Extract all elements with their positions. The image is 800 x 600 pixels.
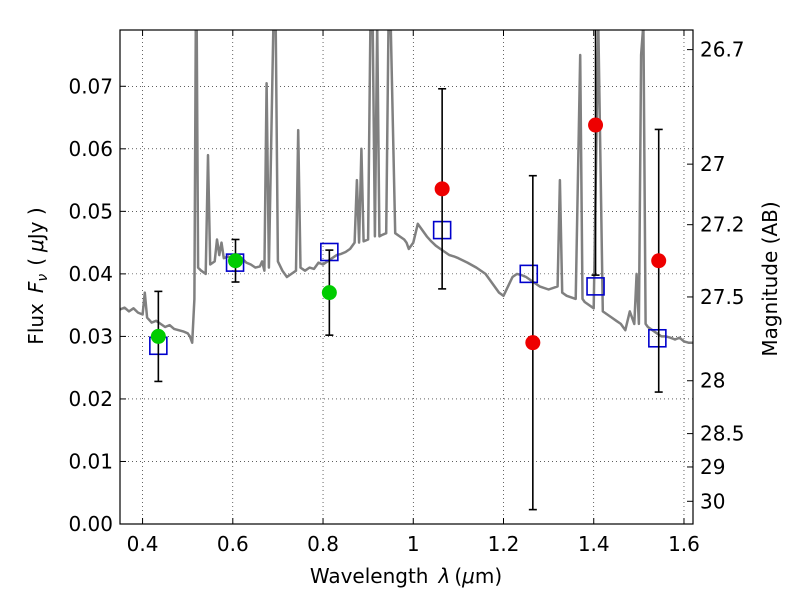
magnitude-tick-label: 27 (700, 152, 725, 176)
red-circle-marker (525, 335, 541, 351)
green-circle-marker (228, 253, 244, 269)
y-tick-label: 0.01 (68, 449, 113, 473)
model-square-series (149, 220, 667, 356)
magnitude-tick-label: 27.2 (700, 213, 745, 237)
x-tick-label: 1.6 (668, 532, 700, 556)
magnitude-axis-label: Magnitude (AB) (758, 201, 782, 356)
green-photometry-series (150, 238, 337, 383)
y-tick-label: 0.04 (68, 262, 113, 286)
red-circle-marker (434, 181, 450, 197)
x-tick-label: 1 (407, 532, 420, 556)
green-circle-marker (321, 285, 337, 301)
x-tick-label: 0.8 (307, 532, 339, 556)
y-axis-label: FluxFν(μJy ) (24, 207, 51, 344)
magnitude-axis-ticks: 26.7 27 27.2 27.5 28 28.5 29 30 (687, 38, 745, 513)
square-marker (519, 264, 539, 284)
square-marker (586, 277, 605, 296)
x-tick-label: 0.6 (217, 532, 249, 556)
spectrum-line (120, 30, 693, 344)
plot-area (120, 30, 693, 511)
square-marker (648, 328, 667, 348)
y-tick-label: 0.07 (68, 74, 113, 98)
x-tick-label: 0.4 (127, 532, 159, 556)
grid-lines (120, 30, 693, 525)
y-tick-label: 0.02 (68, 387, 113, 411)
y-tick-label: 0.00 (68, 512, 113, 536)
red-photometry-series (434, 30, 667, 511)
magnitude-tick-label: 27.5 (700, 285, 745, 309)
spectrum-series (120, 30, 693, 344)
magnitude-tick-label: 29 (700, 455, 725, 479)
red-circle-marker (651, 253, 667, 269)
y-tick-label: 0.03 (68, 324, 113, 348)
magnitude-tick-label: 28.5 (700, 422, 745, 446)
y-tick-label: 0.06 (68, 137, 113, 161)
plot-frame (119, 29, 694, 525)
x-tick-label: 1.4 (578, 532, 610, 556)
y-axis-ticks: 0.00 0.01 0.02 0.03 0.04 0.05 0.06 0.07 (68, 74, 126, 536)
magnitude-tick-label: 30 (700, 489, 725, 513)
y-tick-label: 0.05 (68, 199, 113, 223)
magnitude-tick-label: 26.7 (700, 38, 745, 62)
green-circle-marker (150, 328, 166, 344)
red-circle-marker (588, 117, 604, 133)
x-tick-label: 1.2 (488, 532, 520, 556)
x-axis-ticks: 0.4 0.6 0.8 1 1.2 1.4 1.6 (127, 30, 700, 556)
x-axis-label: Wavelength λ (μm) (310, 564, 502, 588)
magnitude-tick-label: 28 (700, 369, 725, 393)
